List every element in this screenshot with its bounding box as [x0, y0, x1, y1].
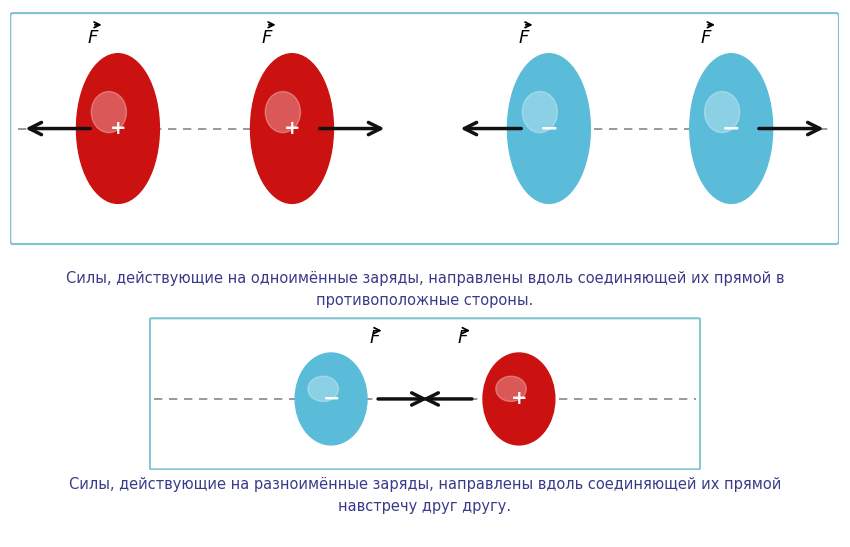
Ellipse shape	[507, 54, 590, 203]
Text: −: −	[322, 389, 340, 409]
Text: $\mathit{F}$: $\mathit{F}$	[87, 28, 99, 46]
FancyBboxPatch shape	[10, 13, 839, 244]
Text: $\mathit{F}$: $\mathit{F}$	[369, 329, 382, 347]
Ellipse shape	[308, 376, 338, 401]
Text: $\mathit{F}$: $\mathit{F}$	[457, 329, 470, 347]
Text: −: −	[722, 119, 740, 138]
Text: $\mathit{F}$: $\mathit{F}$	[518, 28, 530, 46]
Ellipse shape	[522, 91, 558, 133]
Text: −: −	[540, 119, 558, 138]
Text: +: +	[511, 389, 527, 409]
FancyBboxPatch shape	[150, 318, 700, 469]
Text: $\mathit{F}$: $\mathit{F}$	[261, 28, 274, 46]
Text: Силы, действующие на одноимённые заряды, направлены вдоль соединяющей их прямой : Силы, действующие на одноимённые заряды,…	[65, 271, 785, 308]
Ellipse shape	[265, 91, 300, 133]
Ellipse shape	[689, 54, 773, 203]
Ellipse shape	[705, 91, 740, 133]
Ellipse shape	[91, 91, 127, 133]
Ellipse shape	[295, 353, 367, 445]
Ellipse shape	[496, 376, 526, 401]
Text: $\mathit{F}$: $\mathit{F}$	[700, 28, 712, 46]
Ellipse shape	[483, 353, 555, 445]
Ellipse shape	[76, 54, 159, 203]
Text: +: +	[284, 119, 300, 138]
Ellipse shape	[251, 54, 333, 203]
Text: Силы, действующие на разноимённые заряды, направлены вдоль соединяющей их прямой: Силы, действующие на разноимённые заряды…	[69, 477, 781, 515]
Text: +: +	[110, 119, 126, 138]
